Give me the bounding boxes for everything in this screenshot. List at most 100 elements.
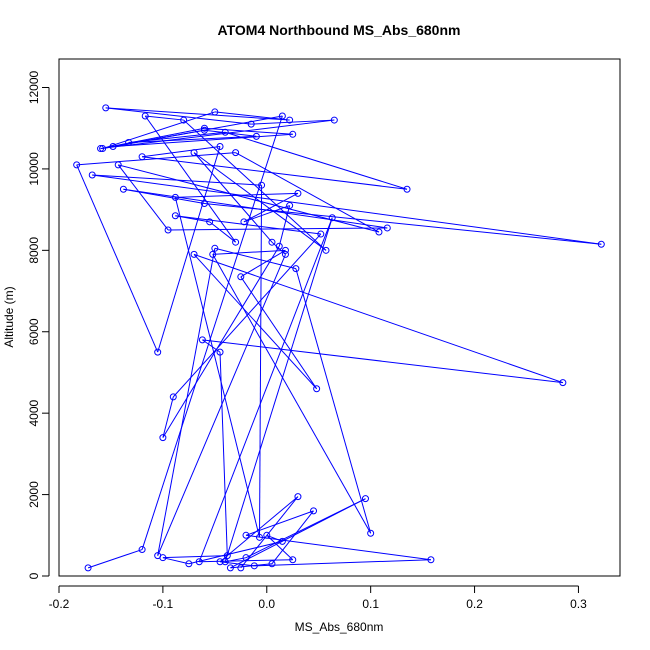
- data-point: [190, 250, 198, 258]
- series-segment: [224, 217, 333, 562]
- data-point: [294, 493, 302, 501]
- data-point: [294, 189, 302, 197]
- data-point: [268, 560, 276, 568]
- series-segment: [123, 188, 205, 205]
- data-point: [375, 228, 383, 236]
- series-segment: [193, 253, 564, 384]
- data-point: [195, 558, 203, 566]
- data-point: [88, 171, 96, 179]
- data-point: [159, 554, 167, 562]
- data-point: [185, 560, 193, 568]
- data-point: [250, 562, 258, 570]
- data-point: [159, 434, 167, 442]
- data-point: [278, 112, 286, 120]
- series-segment: [295, 268, 372, 534]
- data-point: [275, 242, 283, 250]
- data-point: [317, 230, 325, 238]
- series-segment: [278, 205, 291, 247]
- data-point: [97, 145, 105, 153]
- series-segment: [183, 119, 327, 251]
- series-segment: [157, 248, 216, 556]
- data-point: [242, 554, 250, 562]
- data-point: [223, 552, 231, 560]
- x-tick-label: -0.2: [49, 597, 70, 611]
- series-segment: [271, 510, 314, 565]
- series-segment: [193, 152, 327, 251]
- y-tick-label: 2000: [27, 481, 41, 508]
- series-segment: [145, 115, 184, 121]
- series-segment: [112, 133, 293, 148]
- series-segment: [214, 247, 296, 270]
- series-segment: [157, 146, 221, 353]
- y-tick-label: 4000: [27, 399, 41, 426]
- data-point: [281, 246, 289, 254]
- series-segment: [76, 152, 236, 166]
- data-point: [169, 393, 177, 401]
- series-segment: [214, 111, 290, 121]
- data-point: [125, 138, 133, 146]
- data-point: [84, 564, 92, 572]
- data-point: [310, 507, 318, 515]
- series-segment: [162, 555, 228, 559]
- data-point: [102, 104, 110, 112]
- data-point: [200, 124, 208, 132]
- y-axis: 0 2000 4000 6000 8000 10000 12000: [27, 70, 50, 579]
- series-segment: [87, 549, 143, 569]
- data-point: [171, 193, 179, 201]
- data-point: [237, 564, 245, 572]
- data-point: [211, 244, 219, 252]
- series-segment: [141, 115, 283, 550]
- series-segment: [240, 276, 318, 390]
- data-point: [221, 128, 229, 136]
- series-segment: [212, 254, 372, 534]
- data-series: [73, 104, 605, 572]
- data-point: [597, 240, 605, 248]
- data-point: [361, 495, 369, 503]
- series-segment: [225, 557, 247, 563]
- series-segment: [112, 129, 205, 148]
- data-point: [252, 132, 260, 140]
- x-tick-label: 0.0: [258, 597, 275, 611]
- data-point: [114, 161, 122, 169]
- data-point: [242, 531, 250, 539]
- series-segment: [193, 254, 318, 390]
- data-point: [237, 273, 245, 281]
- x-axis: -0.2 -0.1 0.0 0.1 0.2 0.3: [49, 585, 587, 611]
- data-point: [403, 185, 411, 193]
- data-point: [206, 218, 214, 226]
- series-segment: [162, 396, 174, 438]
- series-segment: [117, 164, 169, 231]
- data-point: [180, 116, 188, 124]
- y-tick-label: 10000: [27, 152, 41, 186]
- data-point: [286, 202, 294, 210]
- series-segment: [92, 174, 262, 186]
- data-point: [190, 149, 198, 157]
- series-segment: [188, 540, 283, 565]
- series-segment: [219, 352, 228, 556]
- series-segment: [245, 534, 431, 561]
- series-segment: [162, 557, 189, 565]
- data-point: [164, 226, 172, 234]
- data-point: [73, 161, 81, 169]
- series-segment: [144, 115, 237, 243]
- data-point: [198, 336, 206, 344]
- x-tick-label: 0.1: [362, 597, 379, 611]
- data-point: [171, 212, 179, 220]
- series-segment: [235, 152, 380, 233]
- data-point: [226, 564, 234, 572]
- data-point: [367, 529, 375, 537]
- data-point: [281, 250, 289, 258]
- data-point: [383, 224, 391, 232]
- data-point: [232, 149, 240, 157]
- data-point: [154, 348, 162, 356]
- data-point: [221, 558, 229, 566]
- data-point: [258, 181, 266, 189]
- y-axis-label: Altitude (m): [2, 286, 16, 347]
- data-point: [268, 238, 276, 246]
- y-tick-label: 12000: [27, 70, 41, 104]
- data-point: [138, 546, 146, 554]
- series-segment: [100, 119, 335, 150]
- series-segment: [225, 131, 408, 190]
- series-segment: [259, 185, 263, 538]
- data-point: [289, 130, 297, 138]
